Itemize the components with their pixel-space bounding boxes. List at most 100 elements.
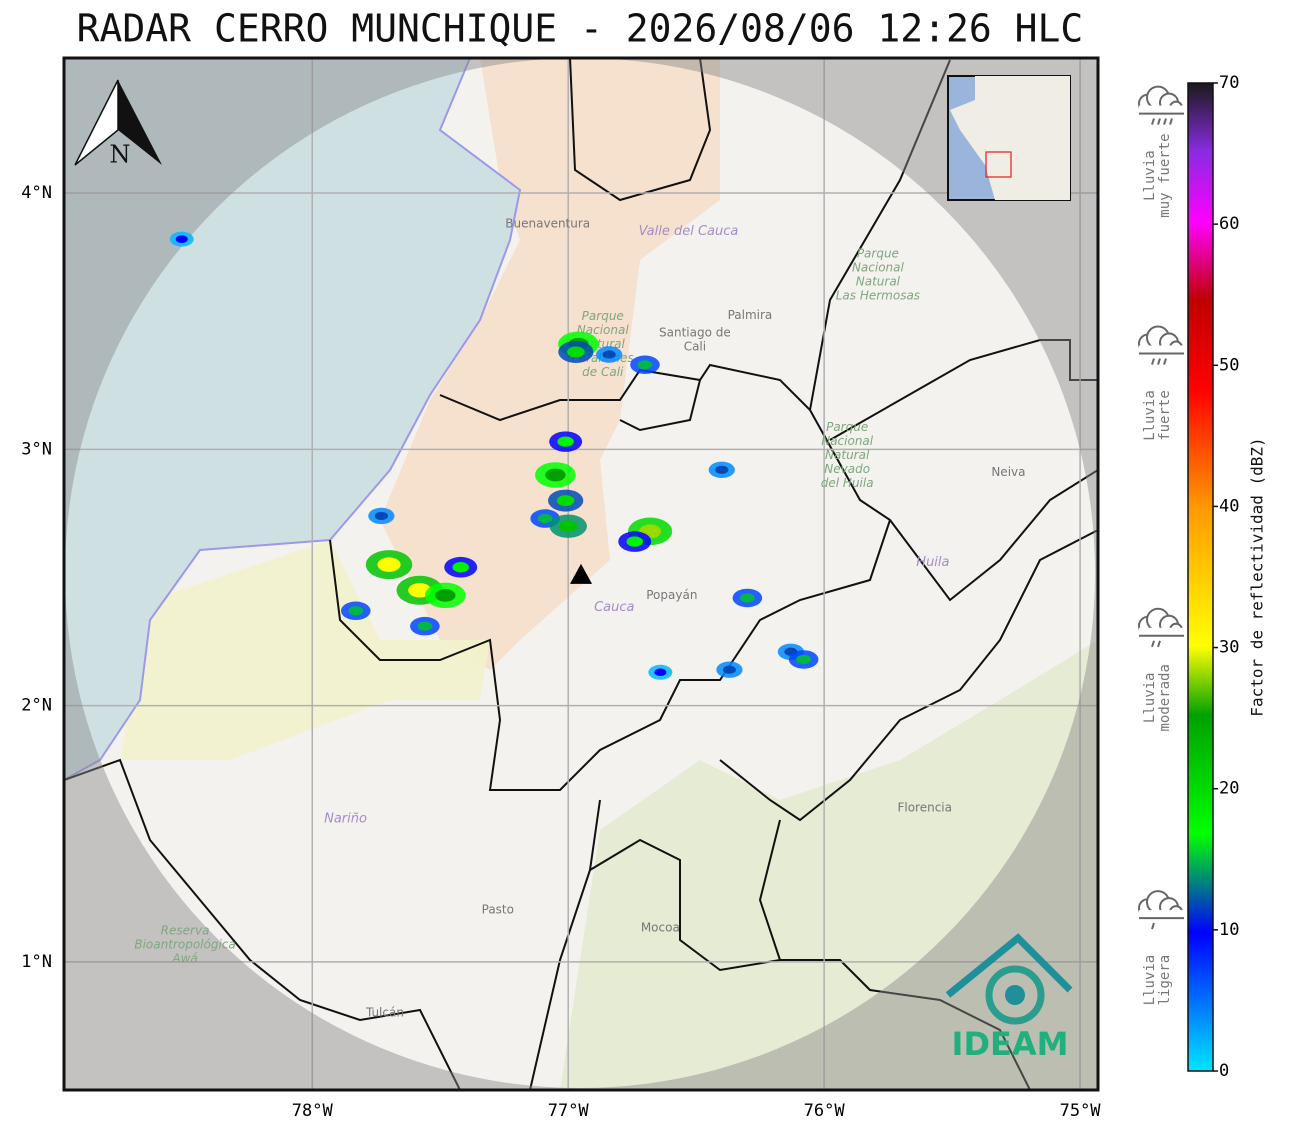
- echo-core: [626, 536, 643, 547]
- place-label: Nacional: [821, 434, 874, 448]
- rain-drop: [1151, 118, 1155, 125]
- north-label: N: [110, 141, 131, 169]
- place-label: Cali: [684, 340, 706, 354]
- north-arrow: N: [74, 79, 162, 169]
- echo-core: [739, 593, 755, 603]
- axis-labels: 78°W 77°W 76°W 75°W 4°N 3°N 2°N 1°N: [21, 183, 1101, 1121]
- map-frame: [62, 56, 1100, 1092]
- place-label: Nevado: [824, 462, 870, 476]
- lat-label: 3°N: [21, 439, 52, 459]
- echo-core: [567, 346, 585, 358]
- rain-drop: [1151, 922, 1155, 930]
- place-label: Mocoa: [641, 921, 680, 935]
- rain-drop: [1163, 358, 1167, 365]
- echo-core: [435, 589, 456, 602]
- place-label: Neiva: [991, 465, 1025, 479]
- echo-core: [654, 668, 667, 677]
- echo-core: [715, 465, 729, 474]
- place-label: Bioantropológica: [134, 937, 235, 951]
- legend-label: Lluvia: [1142, 955, 1158, 1006]
- echo-core: [637, 360, 653, 370]
- colorbar-label: Factor de reflectividad (dBZ): [1248, 437, 1267, 716]
- cloud-base: [1139, 105, 1183, 115]
- echo-core: [377, 557, 401, 572]
- place-label: Nariño: [324, 811, 367, 826]
- rain-drop: [1157, 640, 1161, 648]
- place-label: Las Hermosas: [836, 289, 920, 303]
- legend-item: Lluvia ligera: [1138, 890, 1184, 1006]
- echo-core: [175, 235, 188, 243]
- echo-core: [417, 621, 433, 631]
- inset-extent: [985, 151, 1012, 178]
- colorbar-tick-label: 50: [1219, 355, 1239, 375]
- place-label: Palmira: [728, 308, 773, 322]
- rain-drop: [1163, 118, 1167, 125]
- legend-label: Lluvia: [1142, 150, 1158, 201]
- lat-label: 2°N: [21, 696, 52, 716]
- colorbar: [1187, 82, 1214, 1072]
- place-label: Reserva: [161, 923, 210, 937]
- rain-drop: [1169, 118, 1173, 125]
- colorbar-tick-label: 10: [1219, 920, 1239, 940]
- rain-drop: [1151, 358, 1155, 365]
- legend-label: Lluvia: [1142, 673, 1158, 724]
- legend-label: Lluvia: [1142, 390, 1158, 441]
- logo-swirl: [985, 965, 1045, 1025]
- colorbar-tick-label: 70: [1219, 73, 1239, 93]
- place-label: Parque: [826, 420, 868, 434]
- legend-label: moderada: [1157, 664, 1173, 731]
- logo-eye: [1005, 985, 1025, 1005]
- echo-core: [348, 606, 364, 616]
- place-label: Valle del Cauca: [639, 224, 739, 239]
- logo-text: IDEAM: [952, 1025, 1069, 1063]
- forest-area: [560, 640, 1098, 1090]
- lon-label: 77°W: [548, 1101, 590, 1121]
- rain-drop: [1157, 358, 1161, 365]
- place-label: Florencia: [897, 800, 952, 814]
- echo-core: [558, 520, 578, 533]
- place-label: Tulcán: [365, 1006, 404, 1020]
- echo-core: [796, 654, 812, 665]
- legend-label: muy fuerte: [1157, 133, 1173, 217]
- echo-core: [374, 511, 388, 521]
- cloud-base: [1139, 627, 1183, 637]
- place-label: Buenaventura: [505, 216, 590, 230]
- lon-label: 78°W: [292, 1101, 334, 1121]
- cloud-base: [1139, 345, 1183, 355]
- place-label: del Huila: [821, 476, 874, 490]
- place-label: Parque: [857, 247, 899, 261]
- place-label: Nacional: [852, 261, 905, 275]
- colorbar-tick-label: 0: [1219, 1061, 1229, 1081]
- colorbar-tick-label: 20: [1219, 779, 1239, 799]
- coastline: [64, 58, 522, 781]
- radar-site: [570, 563, 592, 584]
- colorbar-tick-label: 60: [1219, 214, 1239, 234]
- logo-roof: [945, 933, 1073, 998]
- inset-map: [947, 75, 1071, 201]
- colorbar-tick-label: 40: [1219, 496, 1239, 516]
- graticule: [64, 58, 1098, 1090]
- colorbar-tick-label: 30: [1219, 638, 1239, 658]
- north-arrow-right: [118, 80, 162, 165]
- cloud-base: [1139, 910, 1183, 920]
- place-label: Santiago de: [659, 326, 731, 340]
- echo-core: [556, 495, 575, 507]
- legend-label: fuerte: [1157, 390, 1173, 441]
- inset-land: [950, 76, 1070, 200]
- echo-core: [602, 350, 616, 359]
- colorbar-ticks: 0 10 20 30 40 50 60 70: [1213, 73, 1239, 1081]
- place-label: Popayán: [646, 588, 697, 602]
- lon-label: 76°W: [804, 1101, 846, 1121]
- lat-label: 1°N: [21, 952, 52, 972]
- ideam-logo: IDEAM: [945, 933, 1073, 1063]
- title: RADAR CERRO MUNCHIQUE - 2026/08/06 12:26…: [77, 7, 1084, 51]
- place-label: Pasto: [482, 902, 514, 916]
- department-borders: [64, 58, 1098, 1090]
- place-labels: Valle del Cauca Huila Cauca Nariño Buenavent…: [134, 216, 1025, 1019]
- echo-core: [722, 665, 737, 674]
- echo-core: [537, 513, 553, 524]
- place-label: Nacional: [577, 323, 630, 337]
- map-base: Valle del Cauca Huila Cauca Nariño Buenavent…: [64, 58, 1098, 1090]
